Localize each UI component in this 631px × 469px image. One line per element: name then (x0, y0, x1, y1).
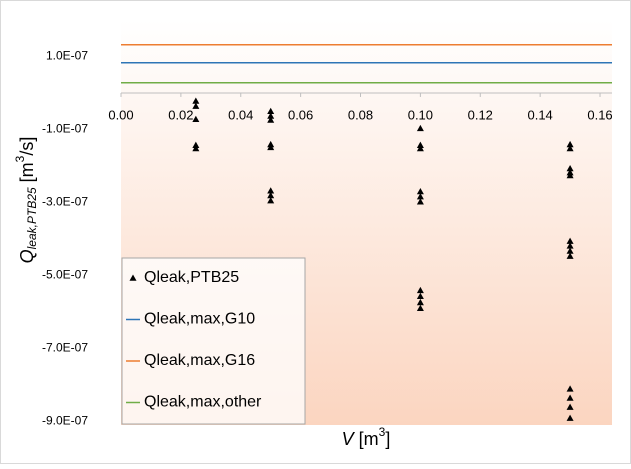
x-tick-label: 0.06 (288, 107, 313, 122)
data-point (267, 197, 275, 204)
data-point (566, 140, 574, 148)
legend-label: Qleak,max,other (144, 394, 262, 411)
y-axis-title: Qleak,PTB25 [m3/s] (13, 137, 39, 264)
data-point (192, 102, 200, 109)
data-point (566, 385, 574, 392)
data-point (566, 242, 574, 249)
x-tick-label: 0.16 (587, 107, 612, 122)
legend-box (121, 257, 306, 425)
data-point (566, 171, 574, 179)
x-tick-label: 0.10 (408, 107, 433, 122)
data-point (416, 193, 424, 200)
data-point (416, 124, 424, 132)
data-point (416, 304, 424, 312)
y-tick-label: 1.0E-07 (46, 49, 88, 63)
x-axis-title: V [m3] (342, 425, 391, 449)
y-tick-label: -3.0E-07 (42, 195, 88, 209)
data-point (416, 286, 424, 294)
y-tick-label: -9.0E-07 (42, 414, 88, 428)
data-point (416, 144, 424, 152)
x-tick-label: 0.04 (228, 107, 253, 122)
y-tick-label: -1.0E-07 (42, 122, 88, 136)
data-point (267, 107, 275, 115)
y-tick-label: -7.0E-07 (42, 341, 88, 355)
data-point (192, 141, 200, 148)
x-tick-label: 0.02 (168, 107, 193, 122)
data-point (416, 198, 424, 205)
data-point (267, 192, 275, 199)
data-point (192, 97, 200, 104)
x-tick-label: 0.12 (468, 107, 493, 122)
data-point (416, 141, 424, 148)
x-tick-label: 0.08 (348, 107, 373, 122)
data-point (566, 394, 574, 401)
data-point (267, 143, 275, 151)
x-tick-label: 0.14 (527, 107, 552, 122)
x-tick-label: 0.00 (108, 107, 133, 122)
data-point (416, 298, 424, 306)
data-point (416, 187, 424, 195)
legend-label: Qleak,PTB25 (144, 269, 239, 286)
data-point (566, 247, 574, 254)
data-point (566, 414, 574, 421)
data-point (267, 187, 275, 194)
data-point (267, 112, 275, 119)
data-point (566, 144, 574, 152)
data-point (192, 144, 200, 152)
legend-marker (129, 274, 137, 281)
data-point (566, 252, 574, 259)
data-point (267, 116, 275, 123)
data-point (192, 115, 200, 123)
data-point (566, 403, 574, 410)
legend-label: Qleak,max,G16 (144, 352, 255, 369)
data-point (566, 165, 574, 172)
legend-label: Qleak,max,G10 (144, 311, 255, 328)
data-point (416, 292, 424, 300)
y-tick-label: -5.0E-07 (42, 268, 88, 282)
data-point (566, 237, 574, 244)
